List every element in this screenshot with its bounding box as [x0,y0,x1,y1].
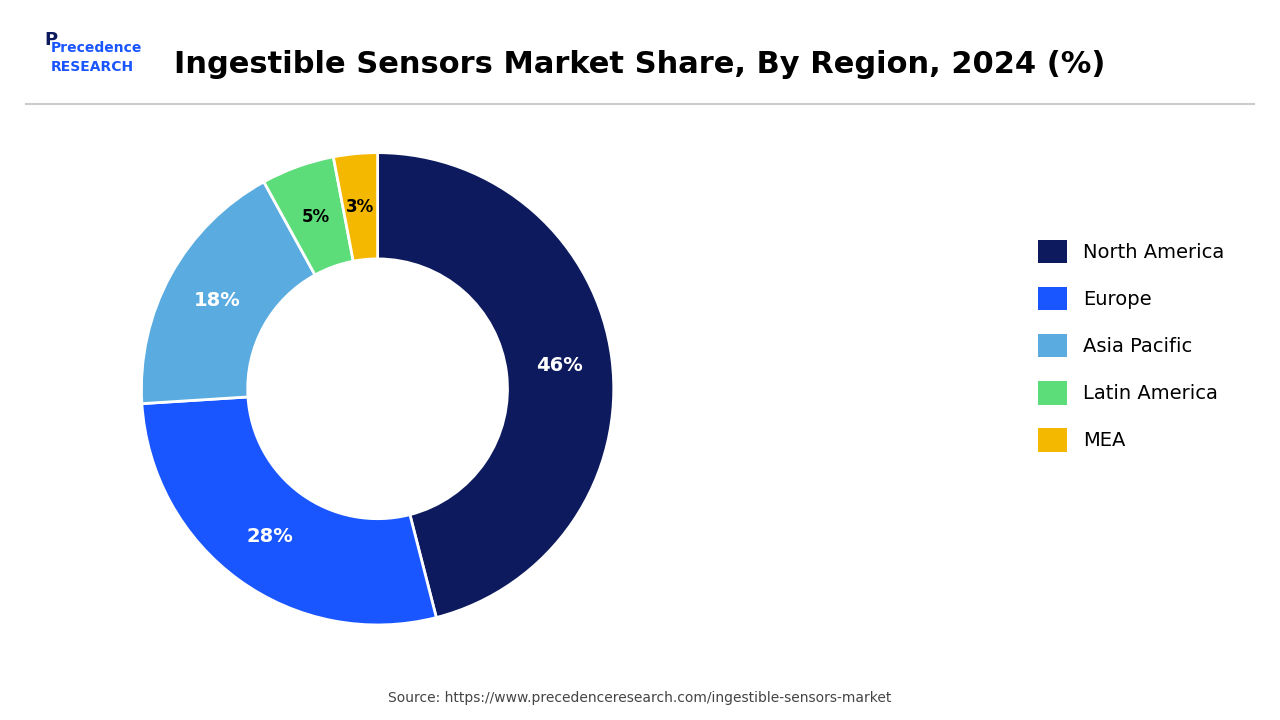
Text: 18%: 18% [193,291,241,310]
Text: Precedence
RESEARCH: Precedence RESEARCH [51,41,142,74]
Wedge shape [378,153,613,618]
Wedge shape [264,157,353,275]
Text: 28%: 28% [247,527,293,546]
Text: Ingestible Sensors Market Share, By Region, 2024 (%): Ingestible Sensors Market Share, By Regi… [174,50,1106,79]
Text: 5%: 5% [302,207,330,225]
Legend: North America, Europe, Asia Pacific, Latin America, MEA: North America, Europe, Asia Pacific, Lat… [1030,232,1231,459]
Wedge shape [142,397,436,625]
Text: 46%: 46% [536,356,582,375]
Text: P: P [45,30,58,49]
Wedge shape [142,182,315,404]
Text: Source: https://www.precedenceresearch.com/ingestible-sensors-market: Source: https://www.precedenceresearch.c… [388,691,892,706]
Wedge shape [333,153,378,261]
Text: 3%: 3% [347,197,375,215]
